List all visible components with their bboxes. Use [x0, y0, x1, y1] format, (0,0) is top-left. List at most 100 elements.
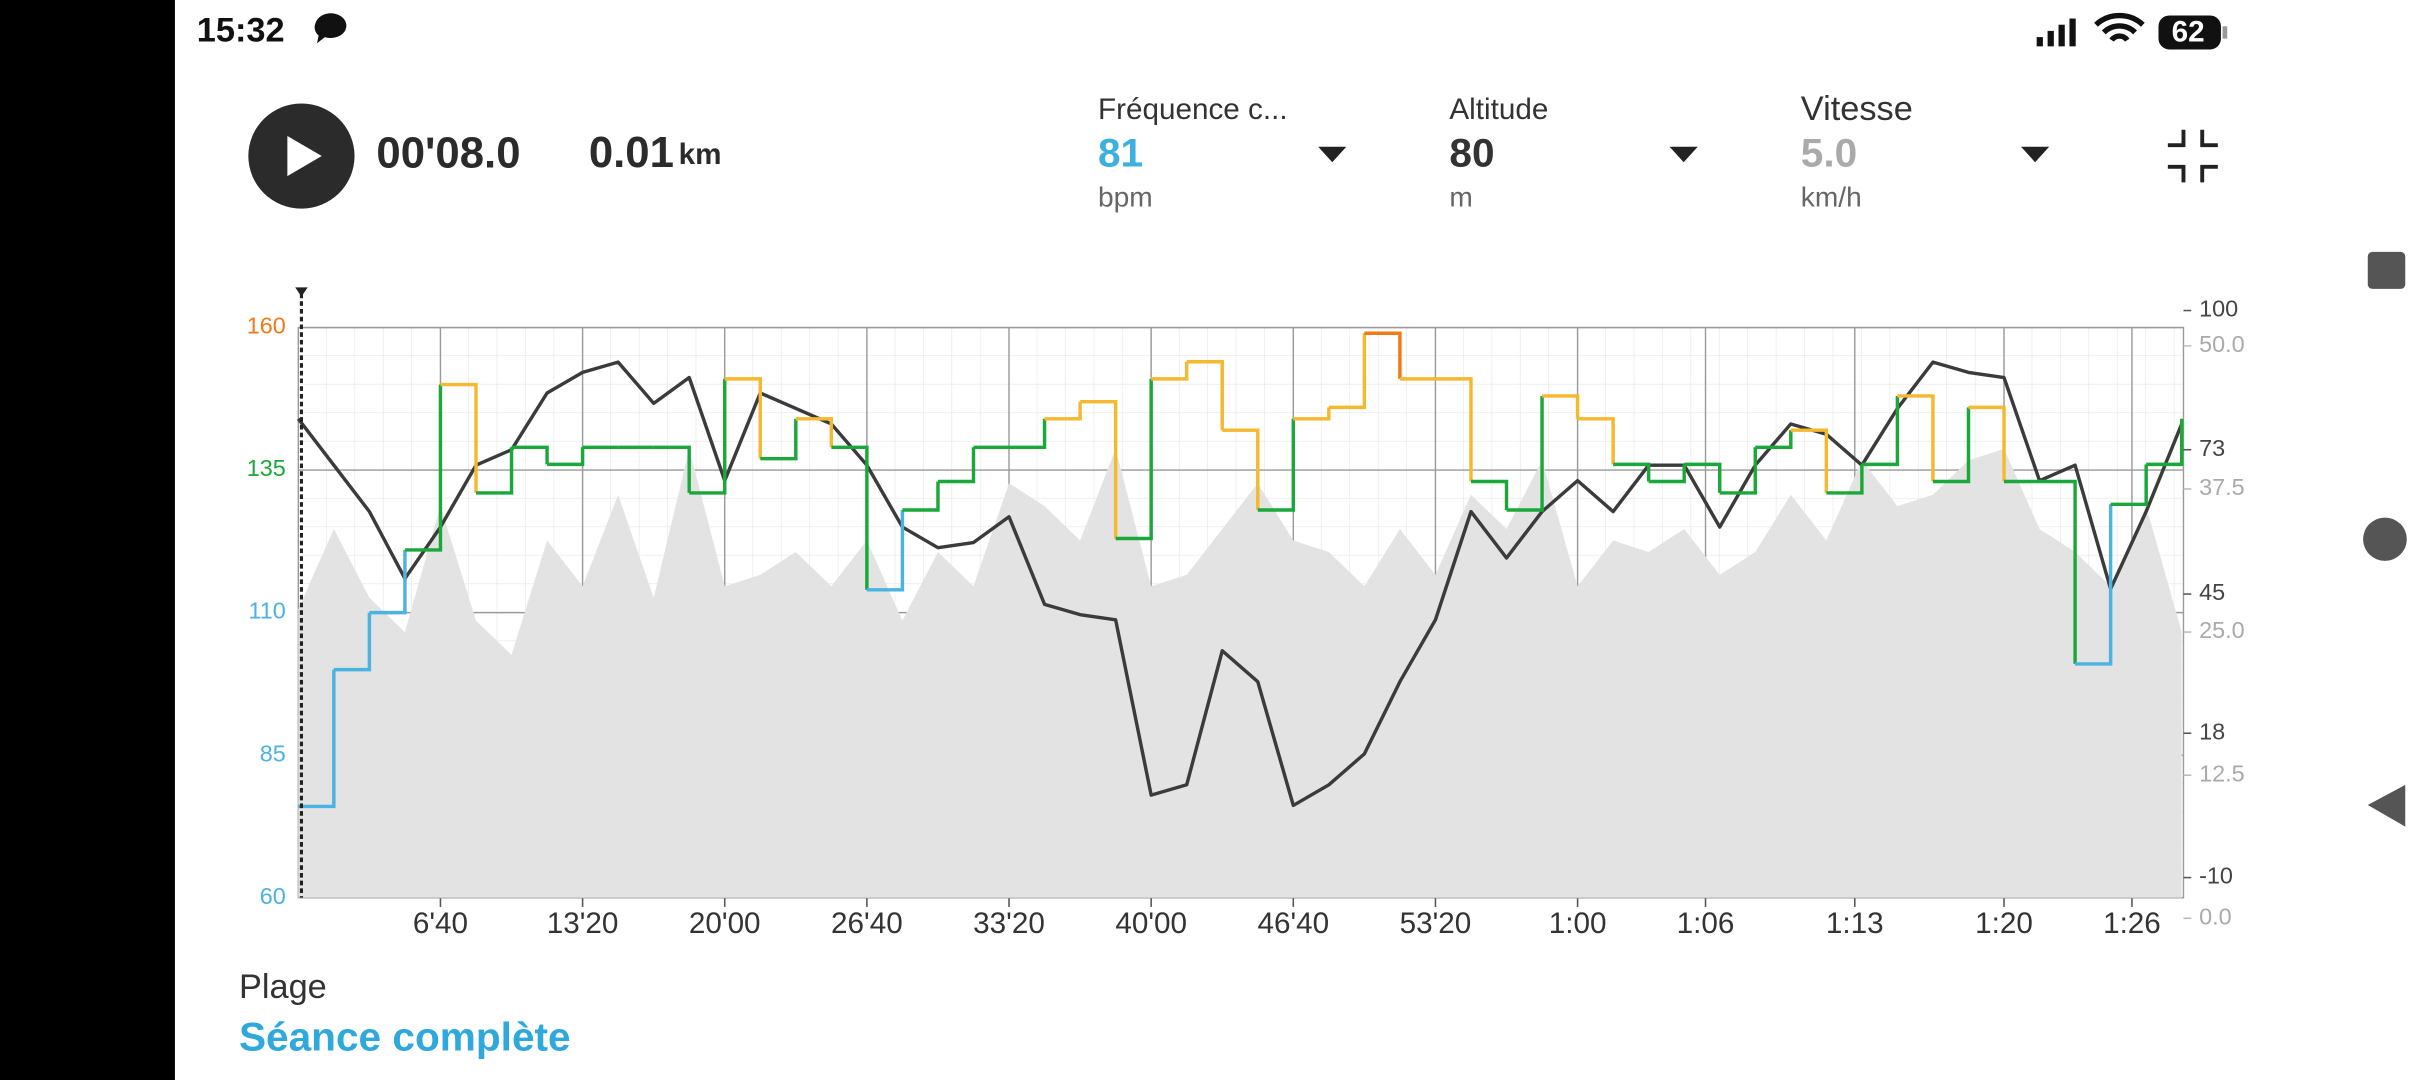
range-value[interactable]: Séance complète: [239, 1014, 571, 1060]
heart-rate-segment: [831, 445, 869, 590]
y-tick-label: 135: [247, 455, 286, 481]
x-tick-label: 46'40: [1257, 907, 1329, 940]
metric-label: Altitude: [1449, 93, 1548, 126]
heart-rate-segment: [1115, 378, 1153, 541]
distance-unit: km: [679, 138, 722, 171]
metric-label: Fréquence c...: [1098, 93, 1288, 126]
metric-dropdown[interactable]: [1669, 146, 1698, 163]
x-tick-label: 33'20: [973, 907, 1045, 940]
metric-dropdown[interactable]: [2021, 146, 2050, 163]
left-bar: [0, 0, 175, 1080]
metric-dropdown[interactable]: [1318, 146, 1347, 163]
heart-rate-segment: [1968, 405, 2006, 482]
metric-value: 5.0: [1801, 130, 1857, 176]
metrics: Fréquence c... 81 bpm Altitude 80 m Vitesse5.0…: [1098, 90, 2050, 213]
y3-tick-label: 0.0: [2199, 904, 2232, 930]
heart-rate-segment: [1613, 462, 1651, 482]
heart-rate-segment: [1470, 479, 1509, 510]
heart-rate-segment: [1648, 464, 1686, 484]
heart-rate-segment: [1897, 394, 1935, 482]
heart-rate-segment: [1577, 417, 1615, 465]
metric-value: 80: [1449, 130, 1494, 176]
heart-rate-segment: [1293, 407, 1331, 421]
x-tick-label: 1:13: [1826, 907, 1884, 940]
heart-rate-segment: [1257, 418, 1296, 512]
heart-rate-segment: [2146, 418, 2184, 467]
heart-rate-segment: [1826, 464, 1864, 495]
heart-rate-segment: [1364, 331, 1402, 379]
heart-rate-segment: [475, 447, 514, 495]
x-tick-label: 53'20: [1400, 907, 1472, 940]
heart-rate-segment: [1222, 428, 1260, 510]
y-tick-label: 85: [260, 740, 286, 766]
signal-icon: [2036, 18, 2076, 47]
heart-rate-segment: [440, 382, 478, 493]
y-tick-label: 160: [247, 313, 286, 339]
heart-rate-segment: [404, 384, 443, 552]
y2-tick-label: 18: [2199, 718, 2225, 744]
x-tick-label: 13'20: [547, 907, 619, 940]
heart-rate-segment: [1328, 333, 1367, 410]
wifi-icon: [2094, 12, 2145, 42]
play-icon: [287, 135, 322, 177]
heart-rate-segment: [1435, 377, 1473, 482]
heart-rate-segment: [1186, 360, 1224, 431]
heart-rate-segment: [689, 378, 727, 495]
x-tick-label: 1:20: [1975, 907, 2033, 940]
heart-rate-segment: [1755, 430, 1793, 449]
metric-value: 81: [1098, 130, 1143, 176]
heart-rate-segment: [902, 481, 940, 512]
heart-rate-segment: [1542, 394, 1580, 419]
battery-level: 62: [2172, 16, 2205, 49]
heart-rate-segment: [369, 549, 407, 615]
y3-tick-label: 25.0: [2199, 617, 2245, 643]
heart-rate-segment: [2075, 504, 2113, 666]
battery-icon: [2158, 15, 2221, 50]
heart-rate-segment: [333, 612, 372, 672]
y3-tick-label: 12.5: [2199, 760, 2245, 786]
x-tick-label: 1:26: [2103, 907, 2161, 940]
x-tick-label: 20'00: [689, 907, 761, 940]
back-button[interactable]: [2367, 784, 2406, 827]
x-tick-label: 6'40: [413, 907, 468, 940]
heart-rate-segment: [937, 447, 976, 484]
status-time: 15:32: [197, 12, 285, 50]
chat-icon: [314, 13, 347, 44]
speed-area: [298, 448, 2182, 898]
distance-value: 0.01: [589, 130, 674, 178]
metric-unit: km/h: [1801, 182, 1862, 213]
metric-unit: bpm: [1098, 182, 1153, 213]
heart-rate-segment: [1044, 401, 1082, 421]
y3-tick-label: 50.0: [2199, 331, 2245, 357]
x-tick-label: 1:00: [1549, 907, 1607, 940]
heart-rate-segment: [1861, 395, 1900, 467]
heart-rate-segment: [1932, 407, 1971, 484]
y2-tick-label: 73: [2199, 435, 2225, 461]
battery-tip: [2222, 26, 2228, 39]
heart-rate-segment: [795, 417, 834, 448]
y-tick-label: 60: [260, 883, 286, 909]
heart-rate-segment: [1719, 447, 1757, 495]
chart: 60 85 110 135 160 6'40 13'20 20'00 26'40 33'20 40'…: [247, 287, 2245, 940]
collapse-icon[interactable]: [2167, 129, 2218, 183]
y2-tick-label: 100: [2199, 296, 2238, 322]
recents-button[interactable]: [2367, 251, 2406, 289]
range-label: Plage: [239, 968, 327, 1006]
heart-rate-segment: [1151, 361, 1189, 381]
y3-tick-label: 37.5: [2199, 474, 2245, 500]
x-tick-label: 40'00: [1115, 907, 1187, 940]
cursor-handle[interactable]: [295, 287, 308, 297]
x-tick-label: 1:06: [1677, 907, 1735, 940]
metric-unit: m: [1449, 182, 1472, 213]
heart-rate-segment: [724, 377, 762, 459]
heart-rate-segment: [298, 669, 336, 809]
heart-rate-segment: [760, 418, 798, 461]
home-button[interactable]: [2363, 517, 2407, 561]
heart-rate-segment: [511, 445, 549, 465]
heart-rate-segment: [1790, 428, 1829, 493]
heart-rate-segment: [1080, 399, 1118, 539]
y2-tick-label: 45: [2199, 579, 2225, 605]
heart-rate-segment: [547, 447, 585, 467]
